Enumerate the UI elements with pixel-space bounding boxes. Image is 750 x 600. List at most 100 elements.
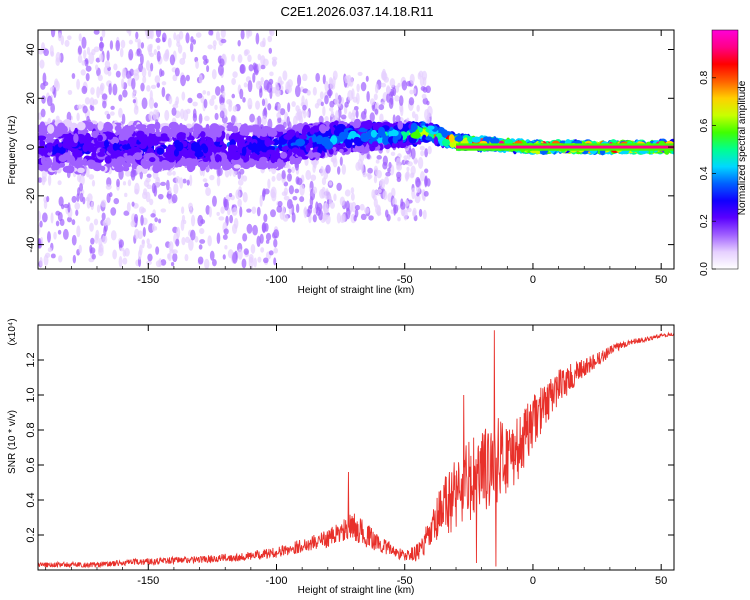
heatmap-speckle — [137, 249, 142, 260]
heatmap-speckle — [77, 173, 81, 183]
heatmap-speckle — [129, 68, 135, 77]
heatmap-speckle — [149, 52, 155, 58]
heatmap-speckle — [267, 35, 273, 43]
heatmap-speckle — [196, 92, 203, 99]
heatmap-speckle — [189, 206, 193, 215]
heatmap-speckle — [208, 30, 214, 36]
heatmap-speckle — [405, 174, 409, 182]
heatmap-speckle — [180, 108, 185, 120]
heatmap-speckle — [209, 174, 215, 181]
heatmap-cell — [233, 164, 241, 169]
heatmap-cell — [268, 162, 274, 169]
heatmap-speckle — [424, 148, 429, 158]
heatmap-cell — [397, 120, 404, 130]
heatmap-cell — [298, 134, 308, 140]
heatmap-speckle — [118, 239, 124, 248]
heatmap-cell — [38, 124, 47, 131]
heatmap-speckle — [174, 67, 180, 77]
heatmap-speckle — [186, 108, 191, 114]
heatmap-speckle — [394, 95, 400, 102]
heatmap-cell — [94, 157, 100, 163]
heatmap-speckle — [80, 69, 86, 76]
heatmap-speckle — [180, 74, 186, 87]
y-tick-label: -20 — [25, 188, 37, 204]
heatmap-speckle — [76, 225, 81, 238]
heatmap-speckle — [231, 93, 236, 99]
heatmap-speckle — [240, 30, 245, 40]
heatmap-speckle — [101, 93, 108, 100]
heatmap-cell — [77, 167, 85, 174]
heatmap-cell — [410, 132, 418, 139]
heatmap-speckle — [233, 217, 239, 230]
heatmap-speckle — [321, 177, 327, 186]
heatmap-speckle — [146, 238, 150, 245]
heatmap-speckle — [76, 104, 83, 110]
heatmap-speckle — [332, 157, 338, 168]
heatmap-speckle — [99, 36, 103, 42]
heatmap-speckle — [197, 256, 204, 265]
heatmap-speckle — [104, 60, 111, 69]
heatmap-speckle — [155, 246, 160, 255]
heatmap-speckle — [259, 194, 263, 207]
heatmap-speckle — [55, 115, 60, 121]
heatmap-speckle — [76, 78, 80, 90]
heatmap-speckle — [374, 108, 379, 115]
heatmap-speckle — [387, 167, 391, 173]
heatmap-speckle — [39, 256, 43, 267]
heatmap-speckle — [99, 41, 105, 49]
heatmap-speckle — [373, 189, 379, 195]
heatmap-speckle — [126, 30, 130, 34]
heatmap-speckle — [118, 107, 123, 118]
heatmap-speckle — [411, 187, 416, 200]
heatmap-speckle — [121, 67, 127, 79]
heatmap-speckle — [360, 81, 367, 92]
heatmap-speckle — [232, 105, 238, 112]
heatmap-speckle — [133, 89, 138, 95]
heatmap-speckle — [231, 53, 235, 62]
heatmap-speckle — [53, 231, 57, 240]
heatmap-speckle — [116, 178, 120, 188]
heatmap-speckle — [88, 174, 95, 180]
heatmap-cell — [152, 164, 161, 174]
heatmap-speckle — [155, 37, 161, 43]
heatmap-speckle — [352, 96, 358, 103]
heatmap-speckle — [85, 216, 91, 222]
heatmap-speckle — [407, 161, 413, 167]
heatmap-speckle — [133, 228, 140, 240]
heatmap-speckle — [46, 195, 50, 203]
heatmap-speckle — [373, 198, 378, 208]
heatmap-speckle — [270, 209, 276, 218]
heatmap-speckle — [392, 197, 397, 206]
heatmap-speckle — [151, 223, 156, 232]
heatmap-speckle — [91, 179, 96, 187]
heatmap-cell — [173, 140, 181, 146]
heatmap-speckle — [418, 208, 423, 217]
heatmap-speckle — [419, 171, 425, 182]
heatmap-speckle — [161, 32, 167, 43]
heatmap-cell — [295, 138, 306, 147]
colorbar-tick-label: 0.8 — [699, 70, 710, 84]
heatmap-speckle — [369, 98, 375, 106]
heatmap-speckle — [192, 39, 197, 45]
heatmap-cell — [133, 149, 142, 154]
heatmap-speckle — [350, 187, 355, 194]
heatmap-cell — [197, 161, 207, 168]
heatmap-speckle — [336, 182, 342, 192]
heatmap-speckle — [110, 207, 117, 216]
heatmap-speckle — [418, 70, 424, 78]
heatmap-cell — [324, 130, 330, 137]
heatmap-speckle — [257, 256, 262, 263]
heatmap-cell — [40, 155, 46, 166]
heatmap-speckle — [237, 198, 242, 208]
heatmap-speckle — [127, 179, 132, 187]
heatmap-speckle — [334, 92, 339, 100]
heatmap-cell — [114, 124, 122, 132]
heatmap-speckle — [153, 102, 158, 109]
heatmap-speckle — [292, 195, 298, 201]
heatmap-speckle — [86, 199, 91, 209]
heatmap-speckle — [422, 209, 427, 220]
heatmap-speckle — [310, 174, 317, 181]
heatmap-speckle — [140, 214, 144, 226]
heatmap-speckle — [172, 170, 176, 176]
heatmap-speckle — [333, 193, 337, 202]
